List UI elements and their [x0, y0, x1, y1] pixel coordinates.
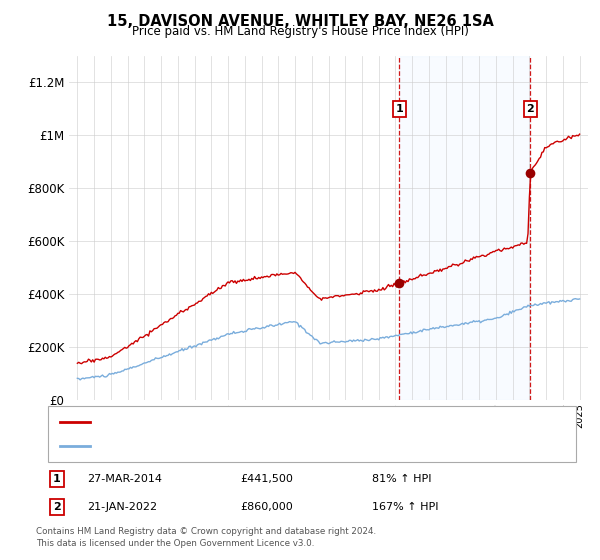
Text: £441,500: £441,500 [240, 474, 293, 484]
Text: 21-JAN-2022: 21-JAN-2022 [87, 502, 157, 512]
Text: Contains HM Land Registry data © Crown copyright and database right 2024.: Contains HM Land Registry data © Crown c… [36, 528, 376, 536]
Text: £860,000: £860,000 [240, 502, 293, 512]
Bar [400, 56, 530, 400]
Text: 15, DAVISON AVENUE, WHITLEY BAY, NE26 1SA (detached house): 15, DAVISON AVENUE, WHITLEY BAY, NE26 1S… [96, 417, 436, 427]
Text: This data is licensed under the Open Government Licence v3.0.: This data is licensed under the Open Gov… [36, 539, 314, 548]
Text: 1: 1 [395, 104, 403, 114]
Text: HPI: Average price, detached house, North Tyneside: HPI: Average price, detached house, Nort… [96, 441, 367, 451]
Text: 15, DAVISON AVENUE, WHITLEY BAY, NE26 1SA: 15, DAVISON AVENUE, WHITLEY BAY, NE26 1S… [107, 14, 493, 29]
Text: 2: 2 [526, 104, 534, 114]
Text: 81% ↑ HPI: 81% ↑ HPI [372, 474, 431, 484]
Text: 167% ↑ HPI: 167% ↑ HPI [372, 502, 439, 512]
Text: Price paid vs. HM Land Registry's House Price Index (HPI): Price paid vs. HM Land Registry's House … [131, 25, 469, 38]
Text: 1: 1 [53, 474, 61, 484]
Text: 27-MAR-2014: 27-MAR-2014 [87, 474, 162, 484]
Text: 2: 2 [53, 502, 61, 512]
